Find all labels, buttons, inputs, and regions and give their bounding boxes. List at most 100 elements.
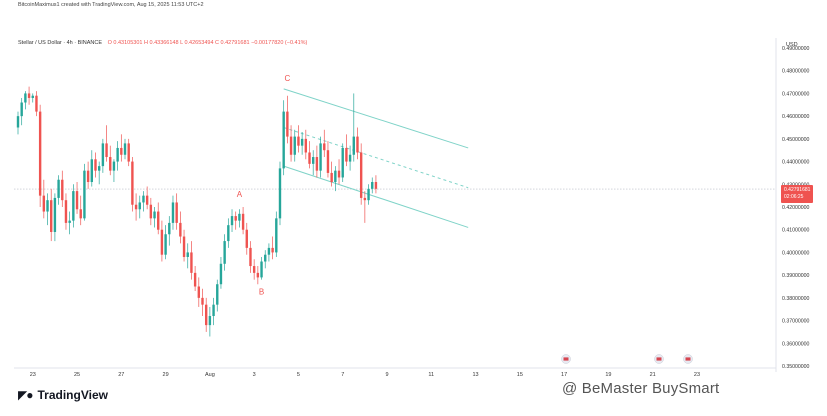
candle-body: [97, 166, 101, 171]
time-tick-label: 11: [428, 372, 434, 378]
candle-body: [127, 143, 130, 162]
candle-body: [57, 179, 60, 198]
time-tick-label: 17: [561, 372, 567, 378]
price-tick-label: 0.36000000: [782, 341, 810, 347]
candle-body: [293, 136, 296, 155]
candle-body: [286, 111, 289, 137]
candle-body: [300, 138, 304, 146]
candle-body: [90, 159, 93, 183]
channel-upper-line: [283, 88, 469, 149]
chart-attribution: BitcoinMaximus1 created with TradingView…: [18, 2, 204, 8]
price-tick-label: 0.39000000: [782, 273, 810, 279]
flag-icon: [563, 357, 569, 361]
time-tick-label: 3: [253, 372, 256, 378]
candle-body: [326, 150, 330, 173]
flag-icon: [656, 357, 662, 361]
time-tick-label: 19: [605, 372, 611, 378]
candle-body: [16, 116, 20, 128]
price-tick-label: 0.38000000: [782, 296, 810, 302]
candle-body: [53, 197, 57, 232]
candle-body: [359, 152, 363, 198]
candle-body: [46, 200, 49, 212]
price-tick-label: 0.49000000: [782, 46, 810, 52]
descending-channel: [283, 88, 469, 228]
candle-body: [371, 182, 374, 189]
currency-label: USD: [786, 42, 798, 48]
price-tick-label: 0.47000000: [782, 91, 810, 97]
candle-body: [256, 272, 260, 278]
time-tick-label: 25: [74, 372, 80, 378]
bar-countdown: 02:06:25: [784, 194, 804, 200]
flag-icon: [685, 357, 691, 361]
candle-body: [323, 143, 326, 151]
candle-body: [94, 159, 97, 171]
candle-body: [145, 195, 149, 205]
candle-body: [105, 143, 108, 158]
candle-body: [131, 161, 134, 205]
candle-body: [204, 304, 208, 326]
candle-body: [197, 286, 201, 298]
candle-body: [27, 93, 31, 98]
candle-body: [182, 236, 186, 257]
wave-label-c: C: [284, 74, 290, 83]
candle-body: [352, 136, 355, 155]
candle-body: [227, 225, 230, 242]
candle-body: [153, 211, 156, 219]
candle-body: [109, 157, 112, 171]
candlestick-series: [16, 86, 378, 337]
candle-body: [112, 161, 116, 171]
candle-body: [282, 111, 285, 169]
candle-body: [83, 170, 86, 219]
price-tick-label: 0.40000000: [782, 250, 810, 256]
candle-body: [42, 195, 46, 212]
candle-body: [201, 297, 204, 305]
candle-body: [330, 172, 333, 183]
candle-body: [319, 143, 322, 171]
candle-body: [179, 222, 182, 237]
price-tick-label: 0.46000000: [782, 114, 810, 120]
time-tick-label: 23: [694, 372, 700, 378]
candle-body: [216, 284, 219, 305]
candle-body: [61, 179, 64, 201]
time-tick-label: Aug: [205, 372, 215, 378]
event-markers: [561, 354, 693, 364]
candle-body: [374, 182, 378, 189]
candle-body: [264, 254, 267, 262]
candle-body: [175, 202, 178, 223]
candle-body: [334, 170, 337, 183]
time-tick-label: 7: [341, 372, 344, 378]
candle-body: [149, 204, 153, 219]
candle-body: [356, 136, 359, 153]
candle-body: [223, 241, 226, 264]
symbol-legend[interactable]: Stellar / US Dollar · 4h · BINANCE O 0.4…: [18, 40, 307, 46]
candle-body: [289, 136, 293, 155]
watermark-text: @ BeMaster BuySmart: [562, 380, 720, 397]
candle-body: [50, 200, 53, 232]
wave-annotations: A B C: [237, 74, 291, 297]
time-axis[interactable]: 23 25 27 29 Aug 3 5 7 9 11 13 15 17 19 21 23: [14, 367, 776, 378]
candle-body: [120, 147, 123, 155]
candle-body: [68, 220, 71, 223]
candle-body: [35, 95, 38, 112]
candle-body: [212, 304, 215, 317]
last-price-tag: 0.42791681 02:06:25: [781, 185, 814, 203]
candle-body: [31, 95, 34, 98]
ohlc-values: O 0.43105301 H 0.43366148 L 0.42653494 C…: [107, 40, 308, 46]
candle-body: [164, 234, 167, 255]
candle-body: [142, 195, 145, 203]
channel-lower-line: [283, 165, 469, 228]
price-axis[interactable]: 0.49000000 0.48000000 0.47000000 0.46000000…: [775, 38, 810, 372]
candle-body: [72, 191, 75, 221]
price-tick-label: 0.35000000: [782, 364, 810, 370]
candle-body: [271, 247, 274, 253]
last-price-value: 0.42791681: [784, 187, 811, 193]
price-tick-label: 0.41000000: [782, 228, 810, 234]
tradingview-logo-text: TradingView: [37, 388, 108, 402]
tradingview-logo[interactable]: ◤● TradingView: [18, 388, 108, 402]
candle-body: [345, 147, 348, 162]
candle-body: [234, 216, 237, 221]
candle-body: [245, 229, 248, 248]
price-tick-label: 0.48000000: [782, 69, 810, 75]
candle-body: [24, 93, 27, 103]
